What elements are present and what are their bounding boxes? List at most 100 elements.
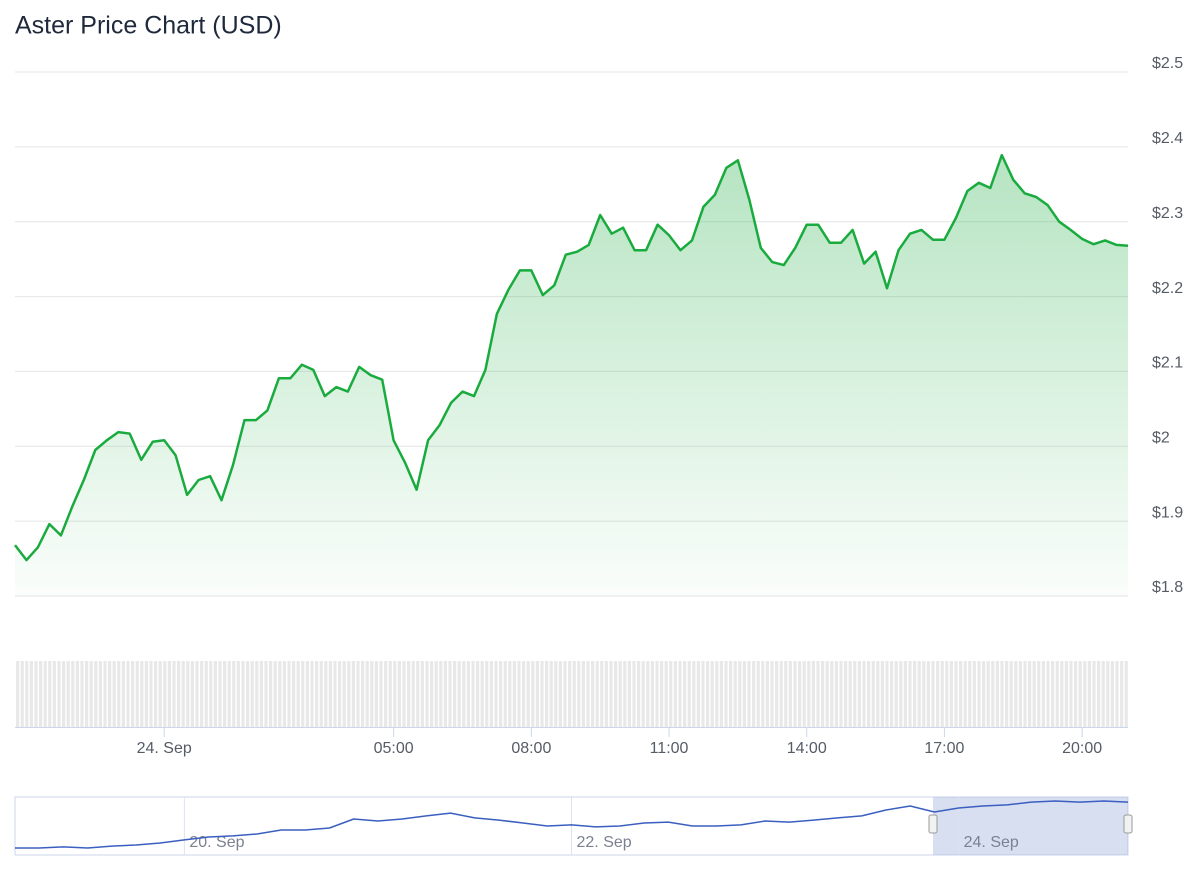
chart-title: Aster Price Chart (USD) — [15, 12, 282, 40]
volume-bar — [1124, 661, 1128, 727]
y-tick-label: $2.4 — [1152, 130, 1183, 147]
volume-bar — [347, 661, 351, 727]
volume-bar — [388, 661, 392, 727]
volume-bar — [908, 661, 912, 727]
volume-bar — [278, 661, 282, 727]
volume-bar — [531, 661, 535, 727]
volume-bar — [991, 661, 995, 727]
volume-bar — [480, 661, 484, 727]
volume-bar — [1000, 661, 1004, 727]
volume-bar — [370, 661, 374, 727]
volume-bar — [632, 661, 636, 727]
volume-bar — [1009, 661, 1013, 727]
volume-bar — [926, 661, 930, 727]
volume-bar — [98, 661, 102, 727]
volume-bar — [457, 661, 461, 727]
volume-bar — [678, 661, 682, 727]
volume-bar — [844, 661, 848, 727]
volume-bar — [830, 661, 834, 727]
volume-bar — [333, 661, 337, 727]
volume-bar — [264, 661, 268, 727]
volume-bar — [1097, 661, 1101, 727]
volume-bar — [71, 661, 75, 727]
volume-bar — [1051, 661, 1055, 727]
volume-bar — [287, 661, 291, 727]
volume-bar — [959, 661, 963, 727]
volume-bar — [807, 661, 811, 727]
volume-bar — [223, 661, 227, 727]
x-tick-label: 24. Sep — [964, 834, 1019, 851]
volume-bar — [650, 661, 654, 727]
volume-bar — [154, 661, 158, 727]
volume-bar — [1087, 661, 1091, 727]
x-tick-label: 14:00 — [787, 740, 827, 757]
volume-bar — [425, 661, 429, 727]
volume-bar — [407, 661, 411, 727]
x-tick-label: 11:00 — [650, 740, 689, 757]
volume-bar — [899, 661, 903, 727]
volume-bar — [66, 661, 70, 727]
volume-bar — [89, 661, 93, 727]
volume-bar — [563, 661, 567, 727]
volume-bar — [600, 661, 604, 727]
x-tick-label: 20. Sep — [189, 834, 244, 851]
volume-bar — [972, 661, 976, 727]
volume-bar — [738, 661, 742, 727]
volume-bar — [821, 661, 825, 727]
volume-bar — [618, 661, 622, 727]
x-tick-label: 17:00 — [924, 740, 964, 757]
volume-bar — [356, 661, 360, 727]
x-tick-label: 24. Sep — [137, 740, 192, 757]
volume-bar — [351, 661, 355, 727]
volume-bar — [328, 661, 332, 727]
volume-bar — [462, 661, 466, 727]
volume-bar — [273, 661, 277, 727]
y-tick-label: $2.1 — [1152, 355, 1183, 372]
volume-bar — [158, 661, 162, 727]
volume-bar — [52, 661, 56, 727]
volume-bar — [825, 661, 829, 727]
volume-bar — [747, 661, 751, 727]
volume-bar — [305, 661, 309, 727]
volume-bar — [135, 661, 139, 727]
volume-bar — [880, 661, 884, 727]
volume-bar — [1014, 661, 1018, 727]
volume-bar — [867, 661, 871, 727]
volume-bars — [16, 661, 1128, 727]
volume-bar — [62, 661, 66, 727]
volume-bar — [549, 661, 553, 727]
volume-bar — [710, 661, 714, 727]
volume-bar — [342, 661, 346, 727]
volume-bar — [282, 661, 286, 727]
volume-bar — [568, 661, 572, 727]
volume-bar — [968, 661, 972, 727]
volume-bar — [784, 661, 788, 727]
navigator-line — [15, 800, 1129, 849]
volume-bar — [779, 661, 783, 727]
volume-bar — [664, 661, 668, 727]
volume-bar — [752, 661, 756, 727]
volume-bar — [471, 661, 475, 727]
volume-bar — [627, 661, 631, 727]
y-tick-label: $2.3 — [1152, 205, 1183, 222]
x-tick-label: 20:00 — [1062, 740, 1102, 757]
volume-bar — [540, 661, 544, 727]
volume-bar — [798, 661, 802, 727]
volume-bar — [788, 661, 792, 727]
volume-bar — [48, 661, 52, 727]
volume-bar — [126, 661, 130, 727]
volume-bar — [1037, 661, 1041, 727]
volume-bar — [319, 661, 323, 727]
volume-bar — [301, 661, 305, 727]
volume-bar — [692, 661, 696, 727]
volume-bar — [853, 661, 857, 727]
volume-bar — [503, 661, 507, 727]
volume-bar — [554, 661, 558, 727]
volume-bar — [29, 661, 33, 727]
volume-bar — [1041, 661, 1045, 727]
volume-bar — [857, 661, 861, 727]
volume-bar — [489, 661, 493, 727]
volume-bar — [701, 661, 705, 727]
volume-bar — [140, 661, 144, 727]
